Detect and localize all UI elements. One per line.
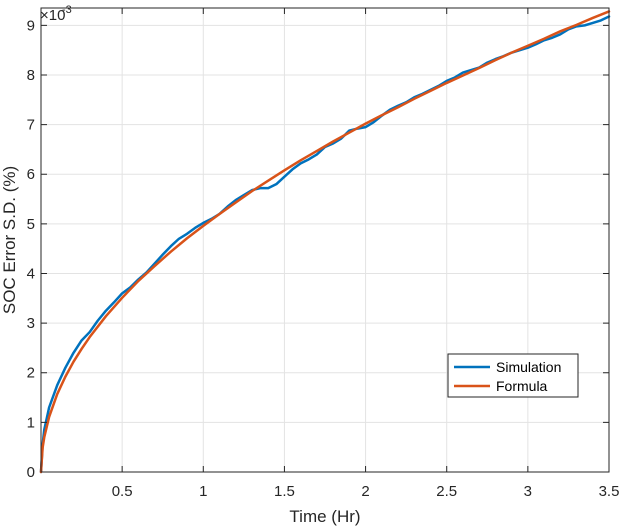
y-axis-exponent: ×10 -3 [40,4,72,24]
legend-label-simulation: Simulation [496,359,561,375]
y-tick-labels: 0 1 2 3 4 5 6 7 8 9 [27,17,35,481]
x-tick-label: 2.5 [436,483,457,500]
y-tick-label: 5 [27,216,35,233]
y-tick-label: 1 [27,414,35,431]
x-tick-label: 0.5 [112,483,133,500]
y-tick-label: 2 [27,365,35,382]
y-tick-label: 4 [27,265,35,282]
legend-label-formula: Formula [496,378,548,394]
y-axis-label: SOC Error S.D. (%) [0,166,19,314]
y-tick-label: 6 [27,166,35,183]
series-lines [39,10,611,474]
series-line-formula [39,10,611,474]
x-tick-label: 2 [361,483,369,500]
legend: Simulation Formula [447,353,579,398]
x-axis-label: Time (Hr) [289,507,360,526]
y-tick-label: 8 [27,67,35,84]
plot-area [41,8,609,472]
y-tick-label: 7 [27,117,35,134]
plot-frame [40,7,610,473]
axis-ticks [41,8,610,473]
y-axis-multiplier: ×10 [40,7,65,24]
x-tick-label: 1 [199,483,207,500]
y-tick-label: 0 [27,464,35,481]
legend-box [447,353,579,398]
x-tick-label: 3.5 [599,483,620,500]
y-axis-exponent-value: -3 [62,4,72,16]
y-tick-label: 9 [27,17,35,34]
x-tick-labels: 0.5 1 1.5 2 2.5 3 3.5 [112,483,620,500]
y-tick-label: 3 [27,315,35,332]
x-tick-label: 1.5 [274,483,295,500]
x-tick-label: 3 [524,483,532,500]
